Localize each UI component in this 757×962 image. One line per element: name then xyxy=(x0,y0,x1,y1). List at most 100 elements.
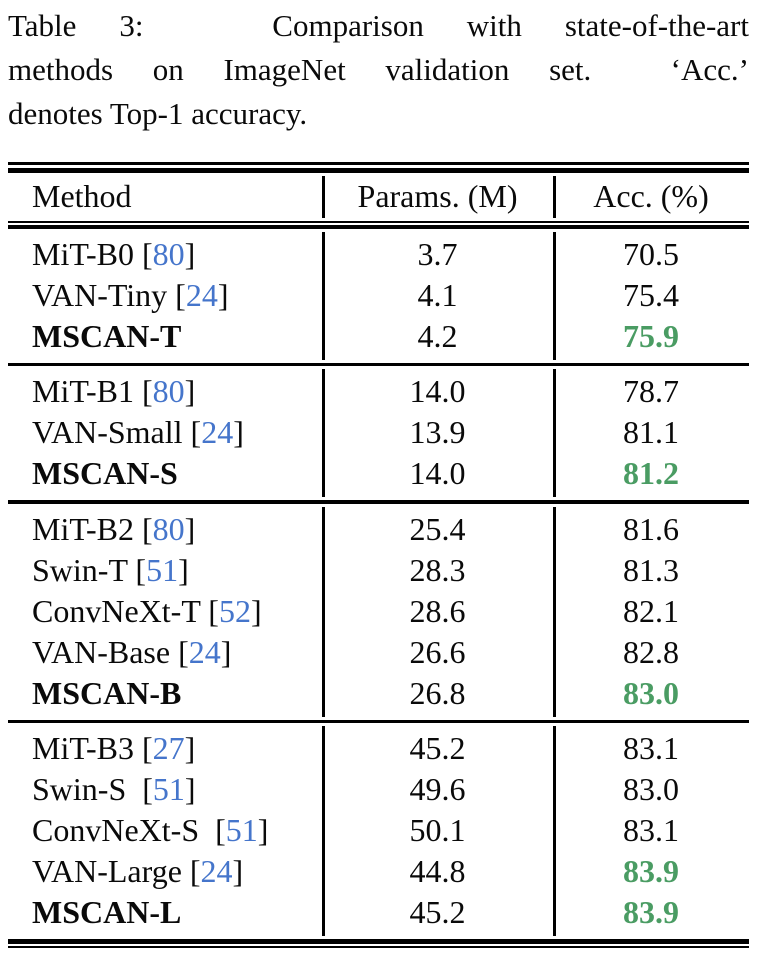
params-cell: 3.7 xyxy=(417,235,458,272)
top-rule-thick xyxy=(8,167,749,173)
method-name: MSCAN-T xyxy=(32,317,182,354)
citation: [51] xyxy=(127,552,188,588)
method-cell: MiT-B1 [80] xyxy=(8,373,322,410)
column-divider-2 xyxy=(553,369,556,497)
citation-number: 52 xyxy=(218,592,251,629)
method-cell: MiT-B3 [27] xyxy=(8,730,322,767)
method-name: MSCAN-L xyxy=(32,894,182,930)
params-cell: 28.6 xyxy=(409,592,466,629)
citation-bracket-open: [ xyxy=(178,633,189,670)
citation-bracket-close: ] xyxy=(217,276,229,313)
method-cell: ConvNeXt-T [52] xyxy=(8,593,322,630)
params-cell: 44.8 xyxy=(409,853,466,889)
citation-bracket-open: [ xyxy=(190,414,202,450)
params-cell: 26.6 xyxy=(409,633,466,670)
citation-bracket-close: ] xyxy=(184,730,196,766)
acc-cell: 75.4 xyxy=(623,276,679,313)
method-cell: ConvNeXt-S [51] xyxy=(8,812,322,849)
citation-number: 80 xyxy=(152,510,185,547)
acc-cell: 78.7 xyxy=(623,373,679,409)
caption-line-3: denotes Top-1 accuracy. xyxy=(8,96,308,131)
citation: [24] xyxy=(182,853,243,889)
citation: [24] xyxy=(167,277,228,313)
table-row: MSCAN-B 26.8 83.0 xyxy=(8,673,749,714)
citation-number: 51 xyxy=(152,771,185,807)
header-rule-thin xyxy=(8,220,749,223)
citation: [52] xyxy=(200,593,261,629)
table-group: MiT-B2 [80] 25.4 81.6 Swin-T [51] 28.3 8… xyxy=(8,504,749,720)
acc-cell: 81.6 xyxy=(623,510,679,547)
table-row: VAN-Large [24] 44.8 83.9 xyxy=(8,851,749,892)
citation-bracket-open: [ xyxy=(142,771,153,807)
citation-bracket-close: ] xyxy=(184,373,196,409)
header-method: Method xyxy=(32,178,132,214)
table-group: MiT-B0 [80] 3.7 70.5 VAN-Tiny [24] 4.1 7… xyxy=(8,229,749,363)
top-rule-thin xyxy=(8,162,749,165)
acc-cell: 82.8 xyxy=(623,633,679,670)
citation-number: 51 xyxy=(146,551,179,588)
acc-cell: 81.3 xyxy=(623,551,679,588)
table-header-row: Method Params. (M) Acc. (%) xyxy=(8,173,749,221)
table-row: Swin-T [51] 28.3 81.3 xyxy=(8,550,749,591)
citation: [24] xyxy=(183,414,244,450)
table-row: MSCAN-L 45.2 83.9 xyxy=(8,892,749,933)
column-divider-1 xyxy=(322,231,325,360)
citation: [51] xyxy=(207,812,268,848)
method-cell: MiT-B2 [80] xyxy=(8,511,322,548)
params-cell: 25.4 xyxy=(409,510,466,547)
method-name: VAN-Tiny xyxy=(32,276,168,313)
column-divider-1 xyxy=(322,369,325,497)
acc-cell: 82.1 xyxy=(623,592,679,629)
params-cell: 4.2 xyxy=(417,317,458,354)
citation: [27] xyxy=(134,730,195,766)
citation-bracket-close: ] xyxy=(184,771,196,807)
method-cell: MSCAN-B xyxy=(8,675,322,712)
column-divider-1 xyxy=(322,175,325,218)
method-cell: VAN-Tiny [24] xyxy=(8,277,322,314)
acc-cell: 83.9 xyxy=(623,853,679,889)
method-name: VAN-Base xyxy=(32,633,171,670)
method-name: MSCAN-B xyxy=(32,674,182,711)
column-divider-1 xyxy=(322,506,325,717)
citation-number: 24 xyxy=(188,633,221,670)
method-name: VAN-Small xyxy=(32,414,183,450)
citation: [80] xyxy=(134,511,195,547)
citation-bracket-open: [ xyxy=(208,592,219,629)
citation-number: 24 xyxy=(185,276,218,313)
acc-cell: 81.2 xyxy=(623,455,679,491)
citation-bracket-close: ] xyxy=(178,551,189,588)
method-cell: VAN-Small [24] xyxy=(8,414,322,451)
citation-bracket-open: [ xyxy=(141,510,153,547)
params-cell: 13.9 xyxy=(409,414,466,450)
citation: [24] xyxy=(170,634,231,670)
method-cell: Swin-S [51] xyxy=(8,771,322,808)
citation-bracket-close: ] xyxy=(257,812,269,848)
citation-bracket-open: [ xyxy=(141,730,153,766)
group-separator-rule xyxy=(8,362,749,366)
bottom-rule-thin xyxy=(8,945,749,948)
table-row: MSCAN-T 4.2 75.9 xyxy=(8,316,749,357)
citation: [80] xyxy=(134,236,195,272)
params-cell: 45.2 xyxy=(409,730,466,766)
citation-number: 80 xyxy=(152,235,185,272)
citation-bracket-close: ] xyxy=(250,592,262,629)
citation-bracket-close: ] xyxy=(220,633,232,670)
method-cell: MiT-B0 [80] xyxy=(8,236,322,273)
method-name: Swin-T xyxy=(32,551,128,588)
bottom-rule-thick xyxy=(8,939,749,944)
table-row: VAN-Small [24] 13.9 81.1 xyxy=(8,412,749,453)
citation: [80] xyxy=(134,373,195,409)
table-row: MiT-B0 [80] 3.7 70.5 xyxy=(8,234,749,275)
table-caption: Table 3: Comparison with state-of-the-ar… xyxy=(8,4,749,136)
column-divider-2 xyxy=(553,726,556,936)
table-row: MSCAN-S 14.0 81.2 xyxy=(8,453,749,494)
acc-cell: 81.1 xyxy=(623,414,679,450)
acc-cell: 70.5 xyxy=(623,235,679,272)
params-cell: 49.6 xyxy=(409,771,466,807)
citation-number: 80 xyxy=(152,373,185,409)
params-cell: 45.2 xyxy=(409,894,466,930)
table-row: Swin-S [51] 49.6 83.0 xyxy=(8,769,749,810)
citation-number: 24 xyxy=(201,414,234,450)
header-rule-thick xyxy=(8,224,749,229)
